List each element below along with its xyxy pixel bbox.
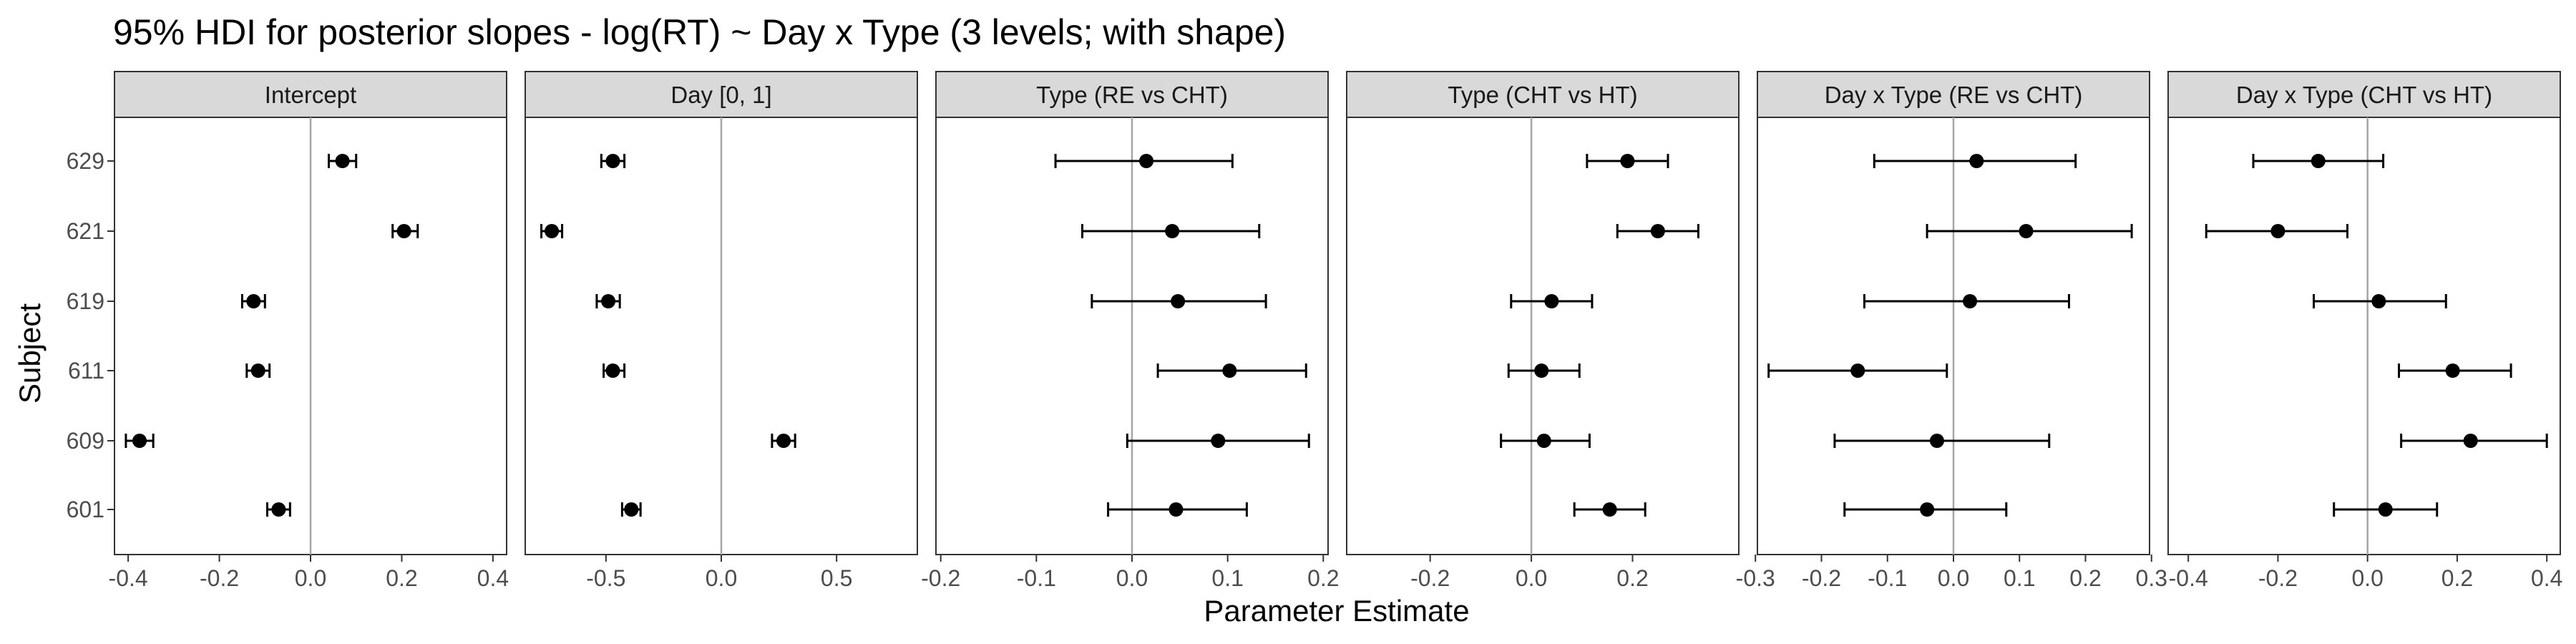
facet-strip xyxy=(1346,71,1740,118)
x-tick-label: -0.5 xyxy=(586,565,625,591)
x-tick-label: -0.4 xyxy=(2169,565,2208,591)
point-estimate xyxy=(545,224,560,238)
x-tick-label: -0.3 xyxy=(1736,565,1775,591)
x-tick-label: 0.0 xyxy=(1938,565,1969,591)
x-tick-label: 0.0 xyxy=(1516,565,1547,591)
x-tick-label: 0.4 xyxy=(477,565,509,591)
facet-strip xyxy=(525,71,918,118)
facet-panel: Intercept -0.4 -0.2 0.0 0.2 0.4 xyxy=(109,71,509,591)
facet-strip xyxy=(935,71,1329,118)
facet-strip xyxy=(2167,71,2561,118)
point-estimate xyxy=(2378,502,2393,517)
x-tick-label: -0.2 xyxy=(1410,565,1450,591)
point-estimate xyxy=(2019,224,2034,238)
point-estimate xyxy=(1929,434,1944,448)
point-estimate xyxy=(1536,434,1551,448)
facet-strip-label: Type (CHT vs HT) xyxy=(1448,82,1637,108)
x-tick-label: -0.2 xyxy=(1802,565,1841,591)
x-tick-label: -0.1 xyxy=(1017,565,1056,591)
x-tick-label: 0.0 xyxy=(2351,565,2383,591)
point-estimate xyxy=(1969,154,1984,168)
point-estimate xyxy=(1139,154,1154,168)
point-estimate xyxy=(1171,294,1186,308)
point-estimate xyxy=(1850,364,1865,378)
facet-strip-label: Type (RE vs CHT) xyxy=(1036,82,1228,108)
point-estimate xyxy=(624,502,639,517)
facet-strip-label: Day x Type (CHT vs HT) xyxy=(2236,82,2492,108)
x-tick-label: 0.0 xyxy=(706,565,737,591)
chart-title: 95% HDI for posterior slopes - log(RT) ~… xyxy=(113,12,1286,52)
y-tick-label: 609 xyxy=(67,428,104,454)
x-tick-label: 0.0 xyxy=(295,565,326,591)
y-tick-label: 619 xyxy=(67,288,104,314)
x-tick-label: 0.2 xyxy=(1616,565,1648,591)
facet-panel: Day [0, 1] -0.5 0.0 0.5 xyxy=(525,71,918,591)
x-tick-label: 0.3 xyxy=(2136,565,2167,591)
point-estimate xyxy=(132,434,147,448)
point-estimate xyxy=(271,502,286,517)
point-estimate xyxy=(2311,154,2326,168)
facet-panel: Day x Type (RE vs CHT) -0.3 -0.2 -0.1 0.0 0.1… xyxy=(1736,71,2167,591)
point-estimate xyxy=(1165,224,1180,238)
facet-strip-label: Intercept xyxy=(265,82,356,108)
x-tick-label: 0.2 xyxy=(1307,565,1339,591)
point-estimate xyxy=(250,364,265,378)
point-estimate xyxy=(1650,224,1665,238)
point-estimate xyxy=(1544,294,1559,308)
point-estimate xyxy=(2445,364,2460,378)
facet-strip-label: Day [0, 1] xyxy=(670,82,771,108)
x-tick-label: 0.1 xyxy=(1211,565,1243,591)
y-tick-label: 601 xyxy=(67,497,104,522)
point-estimate xyxy=(1920,502,1935,517)
point-estimate xyxy=(1222,364,1237,378)
x-tick-label: -0.2 xyxy=(921,565,960,591)
x-tick-label: 0.2 xyxy=(2441,565,2473,591)
point-estimate xyxy=(2371,294,2386,308)
x-tick-label: 0.1 xyxy=(2004,565,2035,591)
point-estimate xyxy=(776,434,791,448)
point-estimate xyxy=(2270,224,2285,238)
x-tick-label: -0.4 xyxy=(109,565,148,591)
x-tick-label: 0.0 xyxy=(1116,565,1148,591)
point-estimate xyxy=(1534,364,1549,378)
facet-strip-label: Day x Type (RE vs CHT) xyxy=(1825,82,2083,108)
point-estimate xyxy=(605,364,620,378)
facet-panel: Day x Type (CHT vs HT) -0.4 -0.2 0.0 0.2 0.4 xyxy=(2167,71,2562,591)
x-tick-label: 0.2 xyxy=(2069,565,2101,591)
y-tick-label: 611 xyxy=(68,358,104,384)
y-axis-title: Subject xyxy=(13,303,47,404)
point-estimate xyxy=(1620,154,1635,168)
point-estimate xyxy=(1169,502,1184,517)
x-tick-label: -0.2 xyxy=(2258,565,2298,591)
x-tick-label: -0.2 xyxy=(200,565,239,591)
point-estimate xyxy=(1963,294,1978,308)
panel-frame xyxy=(2167,117,2561,555)
point-estimate xyxy=(2463,434,2478,448)
x-tick-label: 0.2 xyxy=(386,565,417,591)
facet-panel: Type (RE vs CHT) -0.2 -0.1 0.0 0.1 0.2 xyxy=(921,71,1340,591)
point-estimate xyxy=(605,154,620,168)
y-tick-label: 621 xyxy=(67,218,104,244)
point-estimate xyxy=(1602,502,1617,517)
x-tick-label: -0.1 xyxy=(1868,565,1907,591)
x-tick-label: 0.4 xyxy=(2531,565,2562,591)
point-estimate xyxy=(396,224,411,238)
facet-panel: Type (CHT vs HT) -0.2 0.0 0.2 xyxy=(1346,71,1740,591)
point-estimate xyxy=(246,294,261,308)
x-axis-title: Parameter Estimate xyxy=(1204,594,1469,628)
point-estimate xyxy=(335,154,350,168)
y-tick-label: 629 xyxy=(67,148,104,174)
facet-panels: 629 621 619 611 609 601 Intercept -0.4 -0.2 0.0 0.… xyxy=(67,71,2562,591)
point-estimate xyxy=(1211,434,1226,448)
point-estimate xyxy=(601,294,616,308)
panel-frame xyxy=(1346,117,1740,555)
x-tick-label: 0.5 xyxy=(821,565,852,591)
